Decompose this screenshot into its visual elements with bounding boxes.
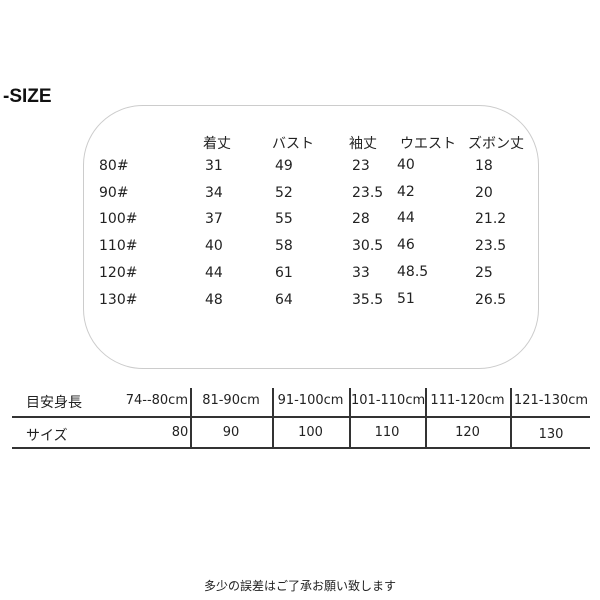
measurement-value: 30.5	[352, 238, 384, 255]
height-range: 74--80cm	[125, 393, 188, 408]
height-range: 101-110cm	[351, 393, 426, 408]
column-header: 着丈	[203, 136, 231, 152]
measurement-value: 23.5	[475, 238, 507, 255]
size-label: 90#	[99, 184, 129, 201]
measurement-value: 34	[205, 184, 223, 201]
column-header: ウエスト	[400, 136, 456, 152]
height-range: 91-100cm	[277, 393, 344, 408]
measurement-value: 31	[205, 158, 223, 174]
size-label: 100#	[99, 211, 138, 228]
tolerance-note: 多少の誤差はご了承お願い致します	[203, 579, 396, 593]
measurement-value: 26.5	[475, 291, 507, 308]
page-title: -SIZE	[3, 86, 52, 107]
size-label: 130#	[99, 291, 138, 308]
measurement-value: 35.5	[352, 291, 384, 308]
column-divider	[190, 388, 192, 448]
column-divider	[349, 388, 351, 448]
height-range: 81-90cm	[202, 393, 260, 408]
measurement-value: 44	[397, 210, 415, 227]
measurement-value: 64	[275, 291, 293, 308]
measurement-value: 48	[205, 291, 223, 308]
measurement-value: 40	[205, 238, 223, 255]
size-value: 130	[538, 427, 564, 442]
column-divider	[425, 388, 427, 448]
measurement-value: 55	[275, 211, 293, 228]
measurement-value: 48.5	[397, 263, 429, 280]
measurement-value: 28	[352, 211, 370, 228]
size-label: 80#	[99, 158, 129, 174]
size-value: 90	[222, 425, 240, 440]
size-value: 100	[298, 425, 323, 440]
column-header: ズボン丈	[468, 136, 524, 152]
measurement-value: 21.2	[475, 211, 507, 228]
height-range: 111-120cm	[430, 393, 505, 408]
measurement-table-frame	[83, 105, 539, 369]
measurement-value: 51	[397, 290, 415, 307]
size-label: サイズ	[26, 428, 68, 444]
measurement-value: 44	[205, 264, 223, 281]
column-header: バスト	[272, 136, 314, 152]
measurement-value: 23	[352, 158, 370, 174]
measurement-value: 49	[275, 158, 293, 174]
size-value: 120	[455, 425, 480, 440]
table-divider	[12, 416, 590, 418]
measurement-value: 25	[475, 264, 493, 281]
measurement-value: 52	[275, 184, 293, 201]
size-label: 110#	[99, 238, 138, 255]
height-range: 121-130cm	[513, 393, 589, 408]
measurement-value: 23.5	[352, 184, 384, 201]
table-divider	[12, 447, 590, 449]
measurement-value: 37	[205, 211, 223, 228]
measurement-value: 20	[475, 184, 493, 201]
column-header: 袖丈	[349, 136, 377, 152]
measurement-value: 58	[275, 238, 293, 255]
measurement-value: 18	[475, 158, 493, 174]
size-value: 110	[374, 425, 400, 440]
column-divider	[272, 388, 274, 448]
measurement-value: 33	[352, 264, 370, 281]
measurement-value: 61	[275, 264, 293, 281]
column-divider	[510, 388, 512, 448]
size-label: 120#	[99, 264, 138, 281]
measurement-value: 40	[397, 157, 415, 173]
size-value: 80	[171, 425, 189, 440]
height-label: 目安身長	[26, 395, 82, 411]
measurement-value: 46	[397, 237, 415, 254]
measurement-value: 42	[397, 183, 415, 200]
